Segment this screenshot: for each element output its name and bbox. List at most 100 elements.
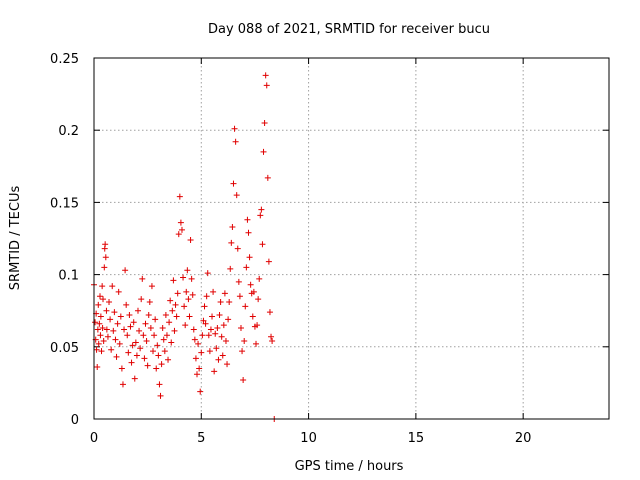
data-point (119, 381, 126, 388)
data-point (235, 278, 242, 285)
data-point (240, 377, 247, 384)
data-point (99, 283, 106, 290)
data-point (95, 301, 102, 308)
data-point (157, 392, 164, 399)
data-point (162, 312, 169, 319)
data-point (152, 316, 159, 323)
data-point (188, 275, 195, 282)
data-point (129, 342, 136, 349)
y-tick-label: 0.1 (58, 269, 79, 284)
data-point (173, 313, 180, 320)
data-point (166, 319, 173, 326)
data-point (260, 148, 267, 155)
data-point (140, 332, 147, 339)
data-point (192, 355, 199, 362)
data-point (176, 193, 183, 200)
grid (94, 58, 609, 419)
data-point (256, 275, 263, 282)
data-point (255, 296, 262, 303)
data-point (143, 338, 150, 345)
data-point (187, 236, 194, 243)
data-point (218, 333, 225, 340)
data-point (250, 288, 257, 295)
data-point (241, 338, 248, 345)
data-point (175, 231, 182, 238)
data-point (103, 307, 110, 314)
data-point (123, 301, 130, 308)
data-point (219, 352, 226, 359)
data-point (181, 303, 188, 310)
data-point (146, 299, 153, 306)
data-point (202, 320, 209, 327)
data-point (227, 265, 234, 272)
data-point (144, 362, 151, 369)
x-tick-label: 10 (300, 431, 317, 446)
data-point (222, 338, 229, 345)
data-point (127, 323, 134, 330)
data-point (247, 281, 254, 288)
data-point (239, 348, 246, 355)
data-point (189, 291, 196, 298)
data-point (199, 332, 206, 339)
data-point (191, 336, 198, 343)
data-point (102, 241, 109, 248)
data-point (216, 312, 223, 319)
data-point (225, 316, 232, 323)
data-point (155, 352, 162, 359)
data-point (228, 239, 235, 246)
data-point (100, 296, 107, 303)
data-points (91, 72, 278, 422)
data-point (261, 119, 268, 126)
data-point (159, 325, 166, 332)
data-point (161, 348, 168, 355)
data-point (156, 381, 163, 388)
x-tick-label: 0 (90, 431, 98, 446)
data-point (118, 365, 125, 372)
data-point (209, 313, 216, 320)
data-point (266, 309, 273, 316)
data-point (178, 226, 185, 233)
data-point (126, 312, 133, 319)
data-point (245, 229, 252, 236)
y-tick-label: 0 (71, 413, 79, 428)
data-point (214, 325, 221, 332)
data-point (183, 288, 190, 295)
data-point (211, 368, 218, 375)
data-point (124, 332, 131, 339)
data-point (148, 283, 155, 290)
data-point (203, 293, 210, 300)
data-point (268, 333, 275, 340)
data-point (111, 309, 118, 316)
data-point (112, 336, 119, 343)
data-point (100, 338, 107, 345)
data-point (210, 288, 217, 295)
data-point (96, 320, 103, 327)
data-point (163, 332, 170, 339)
ticks (93, 57, 609, 420)
x-tick-label: 20 (515, 431, 532, 446)
data-point (147, 325, 154, 332)
data-point (213, 345, 220, 352)
data-point (97, 293, 104, 300)
data-point (128, 359, 135, 366)
data-point (106, 299, 113, 306)
data-point (198, 349, 205, 356)
y-axis-label: SRMTID / TECUs (8, 186, 23, 291)
data-point (165, 356, 172, 363)
data-point (177, 219, 184, 226)
data-point (122, 267, 129, 274)
data-point (185, 296, 192, 303)
data-point (226, 299, 233, 306)
data-point (168, 339, 175, 346)
tick-labels: 0 5 10 15 20 0 0.05 0.1 0.15 0.2 0.25 (50, 52, 531, 446)
data-point (206, 348, 213, 355)
data-point (110, 327, 117, 334)
data-point (125, 349, 132, 356)
data-point (117, 313, 124, 320)
data-point (142, 320, 149, 327)
y-tick-label: 0.2 (58, 124, 79, 139)
data-point (103, 326, 110, 333)
data-point (262, 72, 269, 79)
data-point (233, 192, 240, 199)
data-point (196, 365, 203, 372)
